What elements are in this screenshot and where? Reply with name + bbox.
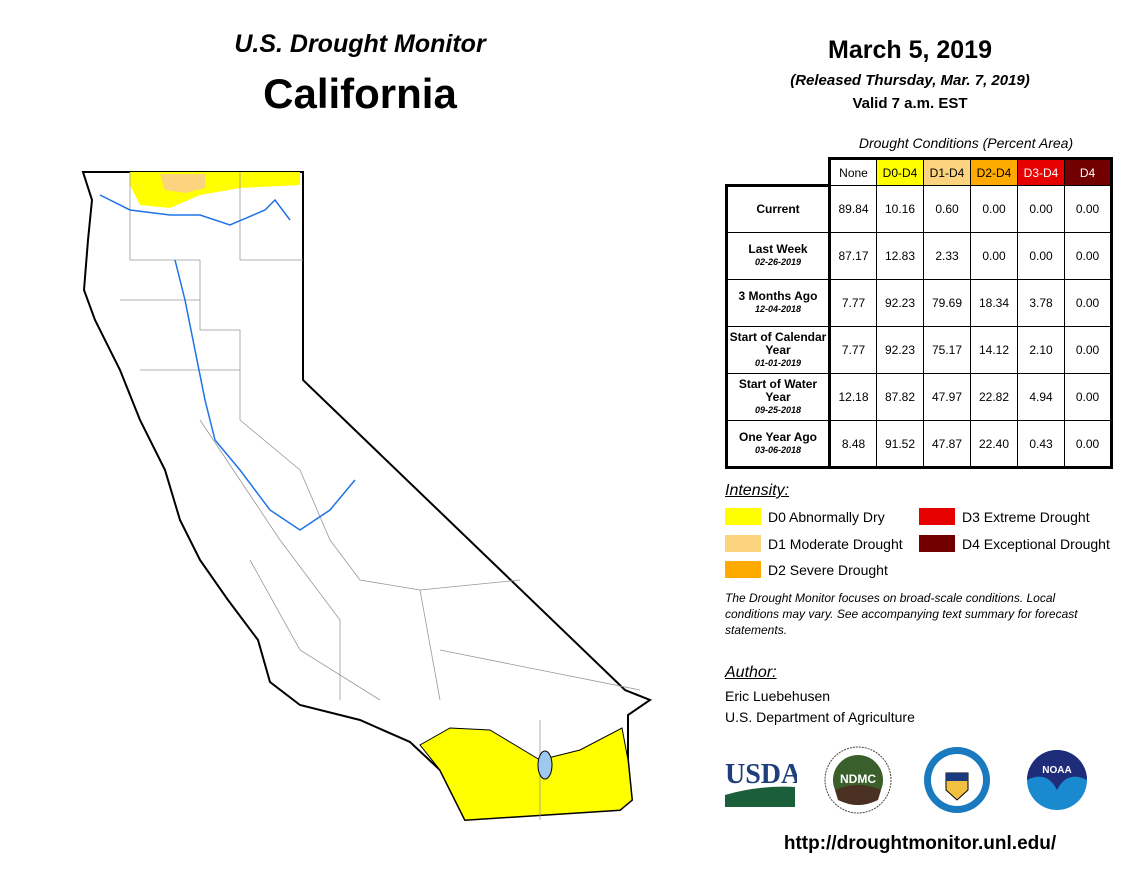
table-cell: 10.16 (876, 185, 924, 233)
col-d2-d4: D2-D4 (970, 157, 1018, 186)
table-row: One Year Ago 03-06-2018 8.48 91.52 47.87 22.4… (725, 420, 1113, 469)
table-cell: 87.82 (876, 373, 924, 421)
table-caption: Drought Conditions (Percent Area) (858, 135, 1074, 151)
d1-region-north (160, 174, 205, 193)
table-cell: 0.00 (970, 232, 1018, 280)
map-title: U.S. Drought Monitor (234, 30, 486, 58)
drought-conditions-table: None D0-D4 D1-D4 D2-D4 D3-D4 D4 Current 8… (725, 157, 1113, 469)
table-cell: 4.94 (1017, 373, 1065, 421)
state-outline (81, 171, 653, 822)
table-cell: 22.82 (970, 373, 1018, 421)
table-cell: 2.10 (1017, 326, 1065, 374)
legend-title: Intensity: (725, 482, 790, 499)
table-cell: 22.40 (970, 420, 1018, 469)
row-label: Start of Calendar Year 01-01-2019 (725, 326, 831, 374)
row-label: One Year Ago 03-06-2018 (725, 420, 831, 469)
noaa-logo: NOAA (1027, 750, 1087, 810)
row-date: 01-01-2019 (754, 357, 802, 368)
svg-text:USDA: USDA (725, 759, 797, 790)
svg-text:NDMC: NDMC (840, 772, 876, 786)
row-label: Current (725, 185, 831, 233)
commerce-logo (924, 747, 990, 813)
row-date: 02-26-2019 (754, 257, 802, 267)
table-cell: 47.97 (923, 373, 971, 421)
d0-region-south (419, 727, 633, 821)
ndmc-logo: NDMC (824, 746, 892, 814)
table-cell: 8.48 (829, 420, 877, 469)
table-cell: 0.00 (1064, 373, 1113, 421)
table-cell: 91.52 (876, 420, 924, 469)
row-label-text: 3 Months Ago (738, 289, 818, 303)
table-cell: 87.17 (829, 232, 877, 280)
table-cell: 7.77 (829, 279, 877, 327)
table-cell: 92.23 (876, 326, 924, 374)
row-label: 3 Months Ago 12-04-2018 (725, 279, 831, 327)
table-cell: 0.00 (1064, 326, 1113, 374)
table-cell: 0.00 (1017, 232, 1065, 280)
table-cell: 0.00 (1064, 232, 1113, 280)
table-cell: 7.77 (829, 326, 877, 374)
valid-time: Valid 7 a.m. EST (852, 95, 968, 112)
state-name: California (263, 70, 457, 117)
row-label-text: Start of Water Year (738, 376, 818, 404)
legend-item-d3: D3 Extreme Drought (919, 508, 1090, 525)
table-cell: 0.00 (1064, 185, 1113, 233)
usda-logo: USDA (725, 759, 797, 807)
author-org: U.S. Department of Agriculture (725, 709, 915, 725)
table-cell: 12.83 (876, 232, 924, 280)
row-label-text: Start of Calendar Year (729, 329, 827, 357)
legend-item-d1: D1 Moderate Drought (725, 535, 903, 552)
author-name: Eric Luebehusen (725, 688, 831, 704)
table-cell: 3.78 (1017, 279, 1065, 327)
row-label-text: Last Week (748, 242, 808, 256)
author-title: Author: (725, 664, 777, 681)
table-row: Start of Water Year 09-25-2018 12.18 87.82 4… (725, 373, 1113, 421)
table-cell: 0.43 (1017, 420, 1065, 469)
row-date: 03-06-2018 (754, 444, 802, 455)
svg-text:NOAA: NOAA (1042, 765, 1071, 776)
legend-item-d0: D0 Abnormally Dry (725, 508, 885, 525)
table-cell: 75.17 (923, 326, 971, 374)
table-row: Current 89.84 10.16 0.60 0.00 0.00 0.00 (725, 185, 1113, 233)
table-cell: 14.12 (970, 326, 1018, 374)
table-row: Last Week 02-26-2019 87.17 12.83 2.33 0.00 0.0… (725, 232, 1113, 280)
row-label: Last Week 02-26-2019 (725, 232, 831, 280)
col-d4: D4 (1064, 157, 1113, 186)
table-cell: 0.00 (1017, 185, 1065, 233)
legend-item-d4: D4 Exceptional Drought (919, 535, 1110, 552)
table-cell: 92.23 (876, 279, 924, 327)
table-cell: 79.69 (923, 279, 971, 327)
california-map (81, 171, 653, 822)
table-cell: 0.00 (1064, 420, 1113, 469)
table-row: 3 Months Ago 12-04-2018 7.77 92.23 79.69 18.3… (725, 279, 1113, 327)
table-row: Start of Calendar Year 01-01-2019 7.77 92.2… (725, 326, 1113, 374)
col-d3-d4: D3-D4 (1017, 157, 1065, 186)
col-d0-d4: D0-D4 (876, 157, 924, 186)
row-date: 12-04-2018 (754, 304, 802, 314)
map-date: March 5, 2019 (828, 36, 992, 64)
col-none: None (829, 157, 877, 186)
rivers (99, 194, 356, 531)
table-cell: 0.60 (923, 185, 971, 233)
row-date: 09-25-2018 (754, 404, 802, 415)
row-label: Start of Water Year 09-25-2018 (725, 373, 831, 421)
row-label-text: Current (756, 202, 800, 216)
table-cell: 47.87 (923, 420, 971, 469)
table-cell: 0.00 (970, 185, 1018, 233)
table-cell: 18.34 (970, 279, 1018, 327)
table-cell: 0.00 (1064, 279, 1113, 327)
table-cell: 89.84 (829, 185, 877, 233)
col-d1-d4: D1-D4 (923, 157, 971, 186)
row-label-text: One Year Ago (738, 429, 818, 444)
table-cell: 12.18 (829, 373, 877, 421)
website-link[interactable]: http://droughtmonitor.unl.edu/ (783, 833, 1057, 854)
disclaimer-note: The Drought Monitor focuses on broad-sca… (725, 591, 1078, 637)
table-cell: 2.33 (923, 232, 971, 280)
table-header-row: None D0-D4 D1-D4 D2-D4 D3-D4 D4 (726, 157, 1113, 187)
salton-sea (537, 750, 553, 780)
release-date: (Released Thursday, Mar. 7, 2019) (790, 72, 1030, 89)
legend-item-d2: D2 Severe Drought (725, 561, 888, 578)
